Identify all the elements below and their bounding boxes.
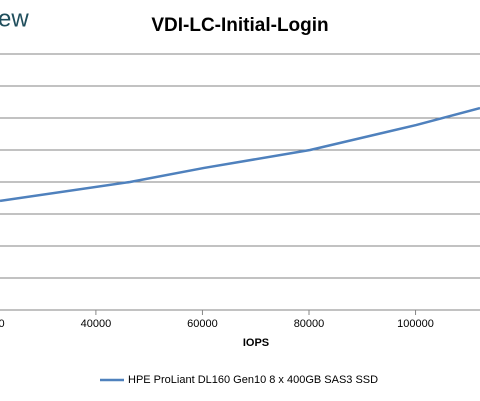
series-line: [0, 106, 480, 203]
x-tick-label: 80000: [294, 318, 325, 330]
legend-label: HPE ProLiant DL160 Gen10 8 x 400GB SAS3 …: [128, 374, 378, 386]
x-tick-label: 100000: [397, 318, 434, 330]
x-tick-label: 20000: [0, 318, 5, 330]
x-tick-label: 60000: [187, 318, 218, 330]
logo: ew: [0, 5, 29, 32]
chart-title: VDI-LC-Initial-Login: [151, 15, 328, 36]
x-axis-label: IOPS: [243, 337, 269, 349]
x-tick-label: 40000: [81, 318, 112, 330]
